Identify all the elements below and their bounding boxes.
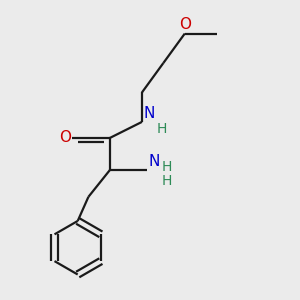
Text: H: H bbox=[162, 160, 172, 174]
Text: N: N bbox=[143, 106, 155, 121]
Text: N: N bbox=[149, 154, 160, 169]
Text: O: O bbox=[179, 17, 191, 32]
Text: H: H bbox=[157, 122, 167, 136]
Text: O: O bbox=[59, 130, 71, 146]
Text: H: H bbox=[162, 174, 172, 188]
